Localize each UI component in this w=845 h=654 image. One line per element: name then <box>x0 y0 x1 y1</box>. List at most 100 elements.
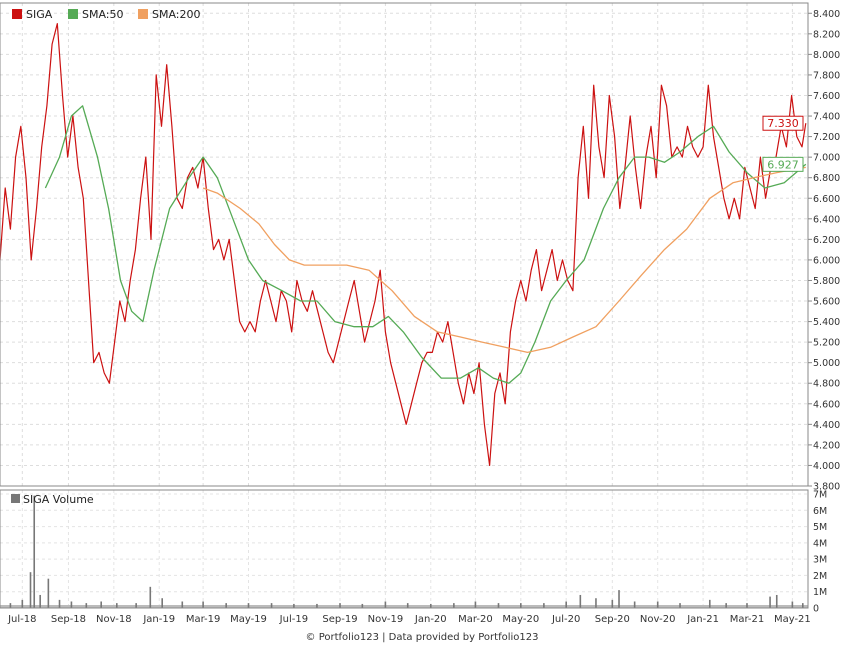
date-tick-label: Sep-20 <box>595 614 630 625</box>
price-tick-label: 7.000 <box>813 153 840 164</box>
price-axis-ticks: 3.800 4.000 4.200 4.400 4.600 4.800 5.000 5.200… <box>808 9 840 493</box>
date-tick-label: Jan-20 <box>414 614 447 625</box>
volume-bar <box>85 603 88 608</box>
price-tick-label: 4.000 <box>813 461 840 472</box>
volume-bar <box>181 601 184 608</box>
price-tick-label: 8.200 <box>813 29 840 40</box>
volume-tick-label: 7M <box>813 490 827 501</box>
volume-bar <box>247 603 250 608</box>
legend-label: SIGA <box>26 8 53 21</box>
volume-bar <box>429 603 432 608</box>
price-tick-label: 6.600 <box>813 194 840 205</box>
price-panel-border <box>0 2 809 487</box>
last-value-label: 6.927 <box>767 158 799 171</box>
volume-bar <box>679 603 681 608</box>
legend-item: SIGA <box>12 8 53 21</box>
volume-bar <box>633 601 636 608</box>
price-tick-label: 5.000 <box>813 358 840 369</box>
price-tick-label: 3.800 <box>813 482 840 493</box>
volume-bars-layer <box>0 495 808 608</box>
date-tick-label: May-20 <box>502 614 539 625</box>
price-tick-label: 8.000 <box>813 50 840 61</box>
volume-bar <box>29 572 32 608</box>
volume-tick-label: 0 <box>813 604 819 615</box>
volume-bar <box>9 603 12 608</box>
volume-bar <box>791 601 794 608</box>
volume-bar <box>270 603 273 608</box>
volume-bar <box>801 603 804 608</box>
price-tick-label: 7.800 <box>813 70 840 81</box>
volume-bar <box>33 495 36 608</box>
price-tick-label: 4.200 <box>813 440 840 451</box>
volume-bar <box>497 603 500 608</box>
date-tick-label: Jul-18 <box>7 614 36 625</box>
date-tick-label: Jul-20 <box>551 614 580 625</box>
volume-bar <box>520 603 522 608</box>
volume-bar <box>361 603 364 608</box>
legend-item: SMA:50 <box>68 8 124 21</box>
price-tick-label: 6.200 <box>813 235 840 246</box>
last-value-tag: 6.927 <box>762 156 804 172</box>
volume-bar <box>293 603 295 608</box>
volume-bar <box>149 586 152 608</box>
volume-bar <box>565 601 567 608</box>
price-tick-label: 7.400 <box>813 112 840 123</box>
volume-bar <box>100 601 102 608</box>
volume-bar <box>656 601 659 608</box>
date-tick-label: Jan-21 <box>686 614 719 625</box>
volume-bar <box>384 601 387 608</box>
date-tick-label: Jul-19 <box>279 614 308 625</box>
volume-bar <box>58 599 61 608</box>
volume-tick-label: 1M <box>813 587 827 598</box>
volume-bar <box>70 601 73 608</box>
volume-tick-label: 5M <box>813 522 827 533</box>
legend: SIGA SMA:50 SMA:200 <box>12 8 201 21</box>
volume-bar <box>595 598 597 608</box>
price-tick-label: 5.600 <box>813 297 840 308</box>
footer-credit: © Portfolio123 | Data provided by Portfo… <box>306 632 539 643</box>
price-gridlines <box>0 3 808 487</box>
series-line-sma-200 <box>202 166 806 354</box>
volume-legend-swatch <box>11 494 20 503</box>
date-tick-label: Nov-18 <box>96 614 132 625</box>
volume-bar <box>21 599 24 608</box>
volume-bar <box>474 601 477 608</box>
volume-bar <box>579 594 582 608</box>
volume-panel-title: SIGA Volume <box>11 493 94 506</box>
date-tick-label: Sep-18 <box>51 614 86 625</box>
legend-label: SMA:200 <box>152 8 201 21</box>
price-tick-label: 5.200 <box>813 338 840 349</box>
price-tick-label: 6.000 <box>813 255 840 266</box>
volume-bar <box>746 603 748 608</box>
volume-bar <box>769 596 771 608</box>
date-tick-label: May-21 <box>774 614 811 625</box>
volume-bar <box>116 603 118 608</box>
price-tick-label: 4.800 <box>813 379 840 390</box>
price-tick-label: 6.400 <box>813 214 840 225</box>
date-tick-label: Nov-20 <box>640 614 676 625</box>
date-tick-label: Nov-19 <box>368 614 404 625</box>
volume-panel-border <box>0 489 809 609</box>
series-line-sma-50 <box>44 105 807 384</box>
volume-bar <box>135 603 137 608</box>
date-tick-label: Sep-19 <box>322 614 357 625</box>
volume-bar <box>453 603 455 608</box>
legend-swatch <box>138 9 148 19</box>
volume-tick-label: 6M <box>813 506 827 517</box>
date-axis-ticks: Jul-18 Sep-18 Nov-18 Jan-19 Mar-19 May-19 Jul-… <box>7 614 811 625</box>
volume-bar <box>339 603 341 608</box>
volume-bar <box>708 599 711 608</box>
volume-bar <box>725 603 727 608</box>
volume-bar <box>611 599 614 608</box>
last-value-tags: 7.330 6.927 <box>762 115 804 172</box>
volume-bar <box>618 590 620 608</box>
volume-gridlines <box>0 490 808 609</box>
volume-bar <box>406 603 409 608</box>
date-tick-label: Jan-19 <box>142 614 175 625</box>
volume-legend-label: SIGA Volume <box>23 493 94 506</box>
volume-tick-label: 2M <box>813 571 827 582</box>
volume-bar <box>39 594 41 608</box>
